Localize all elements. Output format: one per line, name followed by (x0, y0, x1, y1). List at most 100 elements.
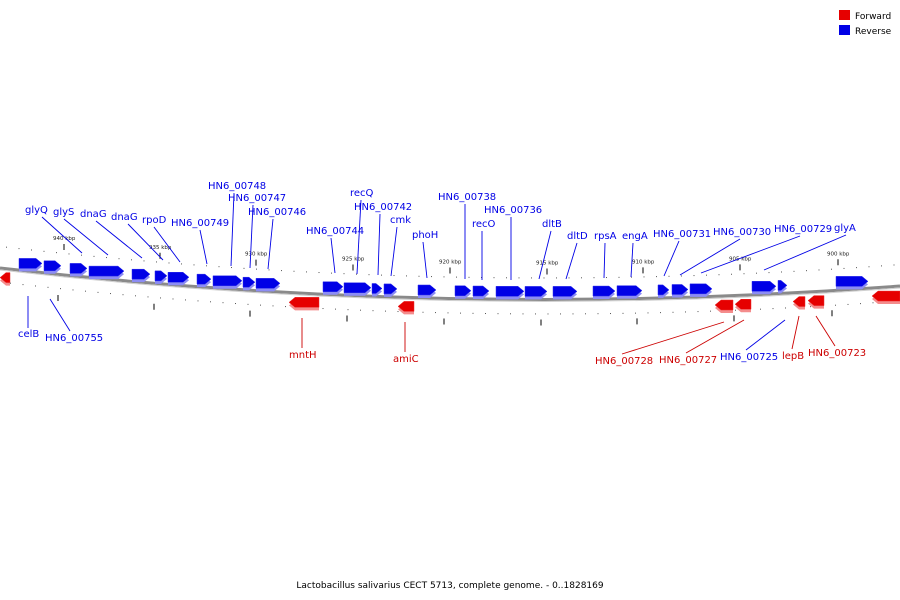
forward-gene-label: amiC (393, 354, 419, 365)
dot-mark (881, 265, 882, 267)
dot-mark (93, 255, 95, 257)
dot-mark (368, 274, 370, 276)
reverse-gene-label: glyQ (25, 205, 48, 216)
dot-mark (85, 290, 86, 292)
leader-line (127, 223, 164, 261)
dot-mark (472, 312, 474, 314)
dot-mark (543, 277, 545, 279)
dot-mark (572, 313, 574, 315)
dot-mark (568, 277, 570, 279)
dot-mark (535, 313, 536, 315)
reverse-gene-arrow (383, 283, 398, 295)
dot-mark (718, 274, 720, 276)
dot-mark (60, 288, 61, 290)
reverse-gene-arrow (255, 278, 281, 289)
dot-mark (743, 273, 745, 275)
label-leader-lines (27, 192, 847, 355)
dot-mark (56, 252, 57, 254)
dot-mark (756, 272, 757, 274)
dot-mark (622, 312, 624, 314)
dot-mark (435, 312, 436, 314)
dot-mark (793, 270, 795, 272)
dot-mark (443, 276, 445, 278)
leader-line (745, 319, 786, 351)
dot-mark (835, 304, 836, 306)
forward-gene-arrow (792, 296, 806, 307)
dot-mark (422, 311, 424, 313)
dot-mark (593, 277, 595, 279)
dot-mark (560, 313, 561, 315)
ruler-tick-label: 935 kbp (149, 245, 172, 251)
dot-mark (481, 277, 482, 279)
reverse-gene-label: HN6_00730 (713, 227, 771, 238)
dot-mark (272, 305, 274, 307)
dot-mark (268, 269, 270, 271)
ruler-tick-label: 900 kbp (827, 251, 850, 257)
ruler-ticks: 940 kbp 935 kbp 930 kbp 925 kbp 920 kbp 915 k… (53, 236, 850, 326)
reverse-gene-label: HN6_00755 (45, 333, 103, 344)
dot-mark (372, 310, 374, 312)
dot-mark (47, 286, 49, 288)
dot-mark (518, 277, 520, 279)
dot-mark (10, 282, 11, 284)
dot-mark (681, 275, 682, 277)
reverse-gene-arrow (88, 265, 125, 277)
forward-gene-arrow (871, 290, 900, 302)
dot-mark (322, 308, 324, 310)
dot-mark (618, 276, 620, 278)
reverse-gene-arrow (592, 285, 616, 297)
reverse-gene-label: HN6_00725 (720, 352, 778, 363)
ruler-tick-label: 940 kbp (53, 236, 76, 242)
reverse-gene-arrow (689, 283, 713, 295)
dot-mark (243, 267, 245, 269)
dot-mark (585, 313, 586, 315)
dot-mark (497, 313, 499, 315)
dot-mark (43, 250, 45, 252)
leader-line (621, 321, 725, 355)
dot-mark (193, 264, 195, 266)
dot-mark (531, 277, 532, 279)
forward-gene-arrow (714, 299, 734, 311)
dot-mark (381, 274, 382, 276)
dot-mark (631, 276, 632, 278)
reverse-gene-arrow (212, 275, 243, 287)
dot-mark (22, 284, 24, 286)
dot-mark (210, 301, 211, 303)
dot-mark (181, 263, 182, 265)
dot-mark (510, 313, 511, 315)
dot-mark (522, 313, 524, 315)
dot-mark (656, 276, 657, 278)
dot-mark (710, 310, 711, 312)
dot-mark (772, 308, 774, 310)
leader-line (230, 192, 235, 267)
leader-line (685, 319, 745, 354)
reverse-gene-arrow (18, 258, 43, 269)
dot-mark (831, 268, 832, 270)
leader-line (63, 218, 109, 256)
legend-reverse-label: Reverse (855, 27, 892, 37)
leader-line (356, 199, 362, 275)
dot-mark (697, 311, 699, 313)
leader-line (815, 315, 836, 347)
dot-mark (343, 273, 345, 275)
reverse-gene-label: HN6_00742 (354, 202, 412, 213)
dot-mark (847, 303, 849, 305)
dot-mark (810, 306, 811, 308)
leader-line (199, 229, 208, 265)
reverse-gene-label: HN6_00746 (248, 207, 306, 218)
leader-line (630, 242, 634, 278)
reverse-gene-label: HN6_00747 (228, 193, 286, 204)
dot-mark (893, 264, 895, 266)
reverse-gene-arrow (322, 281, 344, 292)
dot-mark (231, 267, 232, 269)
dot-mark (318, 272, 320, 274)
legend-forward-label: Forward (855, 12, 891, 22)
dot-mark (647, 312, 649, 314)
reverse-gene-label: dltD (567, 231, 588, 242)
dot-mark (256, 268, 257, 270)
leader-line (679, 238, 741, 276)
dot-mark (110, 293, 111, 295)
dot-mark (785, 307, 786, 309)
legend-forward-swatch (839, 10, 850, 20)
genome-backbone-shadow (0, 269, 900, 302)
